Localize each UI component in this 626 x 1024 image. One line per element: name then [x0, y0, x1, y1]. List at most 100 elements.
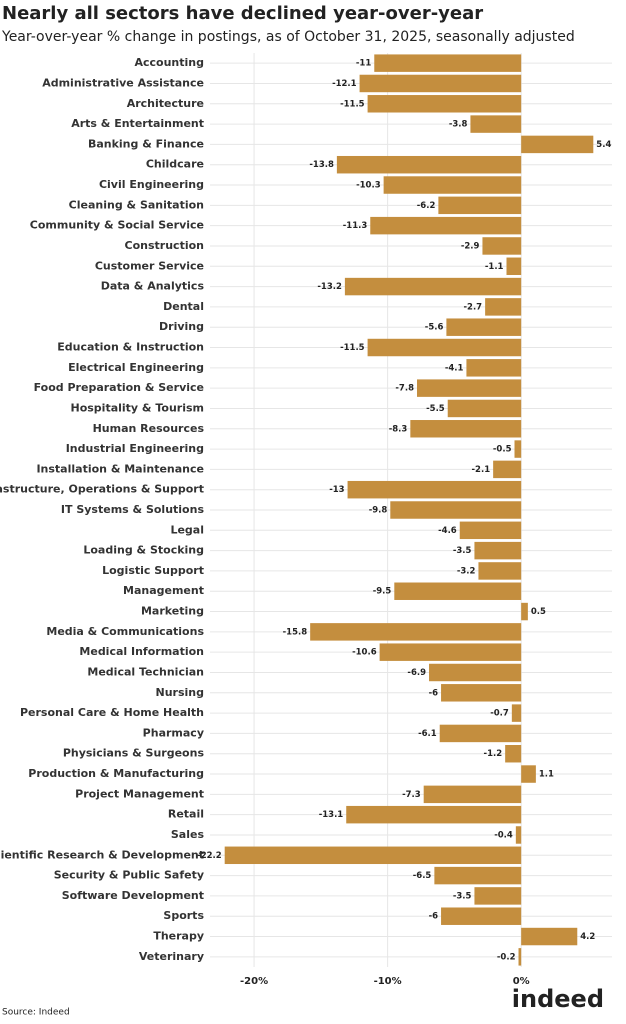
value-label: -3.5 — [453, 891, 472, 901]
bar — [441, 684, 522, 702]
bar — [485, 298, 522, 316]
y-tick-label: Administrative Assistance — [42, 76, 204, 89]
bar — [511, 704, 522, 722]
y-tick-label: Software Development — [62, 889, 204, 902]
bar — [446, 318, 522, 336]
bar — [224, 846, 522, 865]
value-label: -7.8 — [395, 384, 414, 394]
y-tick-label: Construction — [125, 239, 204, 252]
y-tick-label: Civil Engineering — [99, 178, 204, 191]
bar — [466, 359, 522, 377]
y-tick-label: Management — [123, 584, 204, 597]
y-tick-label: Pharmacy — [143, 726, 204, 739]
bar — [515, 826, 522, 844]
y-tick-label: Production & Manufacturing — [28, 767, 204, 780]
chart-title: Nearly all sectors have declined year-ov… — [2, 3, 483, 24]
value-label: -8.3 — [389, 424, 408, 434]
bar — [441, 907, 522, 925]
y-tick-label: Electrical Engineering — [68, 361, 204, 374]
bar — [459, 521, 522, 540]
value-label: 1.1 — [539, 770, 554, 780]
bar — [521, 602, 528, 621]
x-tick-label: -10% — [374, 976, 402, 987]
bar — [347, 480, 522, 499]
bar — [521, 135, 594, 154]
value-label: -3.5 — [453, 546, 472, 556]
chart-subtitle: Year-over-year % change in postings, as … — [1, 29, 575, 45]
value-label: -13.8 — [309, 160, 334, 170]
value-label: -6 — [429, 688, 439, 698]
y-tick-label: Food Preparation & Service — [34, 381, 204, 394]
bar — [505, 744, 522, 763]
bar — [390, 501, 522, 519]
value-label: -2.1 — [472, 465, 491, 475]
value-label: 0.5 — [531, 607, 546, 617]
bar — [379, 643, 522, 661]
bar — [514, 440, 522, 458]
bar — [439, 724, 522, 743]
value-label: -5.5 — [426, 404, 445, 414]
value-label: -13.1 — [319, 810, 344, 820]
bar — [506, 257, 522, 276]
bar — [367, 95, 522, 113]
y-tick-label: Arts & Entertainment — [71, 117, 204, 130]
value-label: -7.3 — [402, 790, 421, 800]
value-label: -4.6 — [438, 526, 457, 536]
value-label: -6 — [429, 912, 439, 922]
x-tick-label: 0% — [513, 976, 530, 987]
value-label: -5.6 — [425, 323, 444, 333]
y-tick-label: IT Systems & Solutions — [61, 503, 205, 516]
value-label: -12.1 — [332, 79, 357, 89]
bar — [474, 541, 522, 560]
value-label: -0.2 — [497, 952, 516, 962]
y-tick-label: Veterinary — [139, 950, 204, 963]
y-tick-label: Nursing — [156, 686, 205, 699]
y-tick-label: Physicians & Surgeons — [63, 747, 205, 760]
y-tick-label: Customer Service — [95, 259, 204, 272]
bar — [344, 277, 522, 296]
bar — [470, 115, 522, 133]
value-label: -6.2 — [417, 201, 436, 211]
bar — [374, 54, 522, 72]
bar — [346, 805, 522, 824]
y-tick-label: Accounting — [134, 56, 204, 69]
bar — [383, 176, 522, 194]
bar — [336, 155, 522, 174]
y-tick-label: IT Infrastructure, Operations & Support — [0, 483, 204, 496]
bar — [478, 562, 522, 580]
source-note: Source: Indeed — [2, 1008, 70, 1018]
y-tick-label: Driving — [159, 320, 204, 333]
y-tick-label: Project Management — [75, 787, 204, 800]
value-label: -3.8 — [449, 120, 468, 130]
y-tick-label: Security & Public Safety — [54, 869, 204, 882]
value-label: 4.2 — [580, 932, 595, 942]
bar — [410, 420, 522, 438]
value-label: -13 — [329, 485, 344, 495]
y-tick-label: Retail — [168, 808, 204, 821]
bar — [521, 765, 536, 783]
value-label: -11.3 — [343, 221, 368, 231]
bar — [438, 196, 522, 215]
x-tick-label: -20% — [240, 976, 268, 987]
value-label: -1.2 — [484, 749, 503, 759]
y-tick-label: Media & Communications — [46, 625, 204, 638]
value-label: -6.9 — [407, 668, 426, 678]
logo: indeed — [512, 985, 604, 1013]
y-tick-label: Scientific Research & Development — [0, 848, 204, 861]
bar — [521, 927, 578, 946]
value-label: -6.1 — [418, 729, 437, 739]
y-tick-label: Medical Information — [79, 645, 204, 658]
value-label: -6.5 — [413, 871, 432, 881]
value-label: -2.9 — [461, 241, 480, 251]
y-tick-label: Industrial Engineering — [66, 442, 204, 455]
y-tick-label: Sales — [171, 828, 205, 841]
value-label: -15.8 — [283, 627, 308, 637]
value-label: -11 — [356, 59, 371, 69]
y-tick-label: Dental — [163, 300, 204, 313]
y-tick-label: Human Resources — [93, 422, 205, 435]
y-tick-label: Therapy — [153, 930, 204, 943]
value-label: -3.2 — [457, 566, 476, 576]
bar — [367, 338, 522, 357]
bar — [370, 216, 522, 235]
